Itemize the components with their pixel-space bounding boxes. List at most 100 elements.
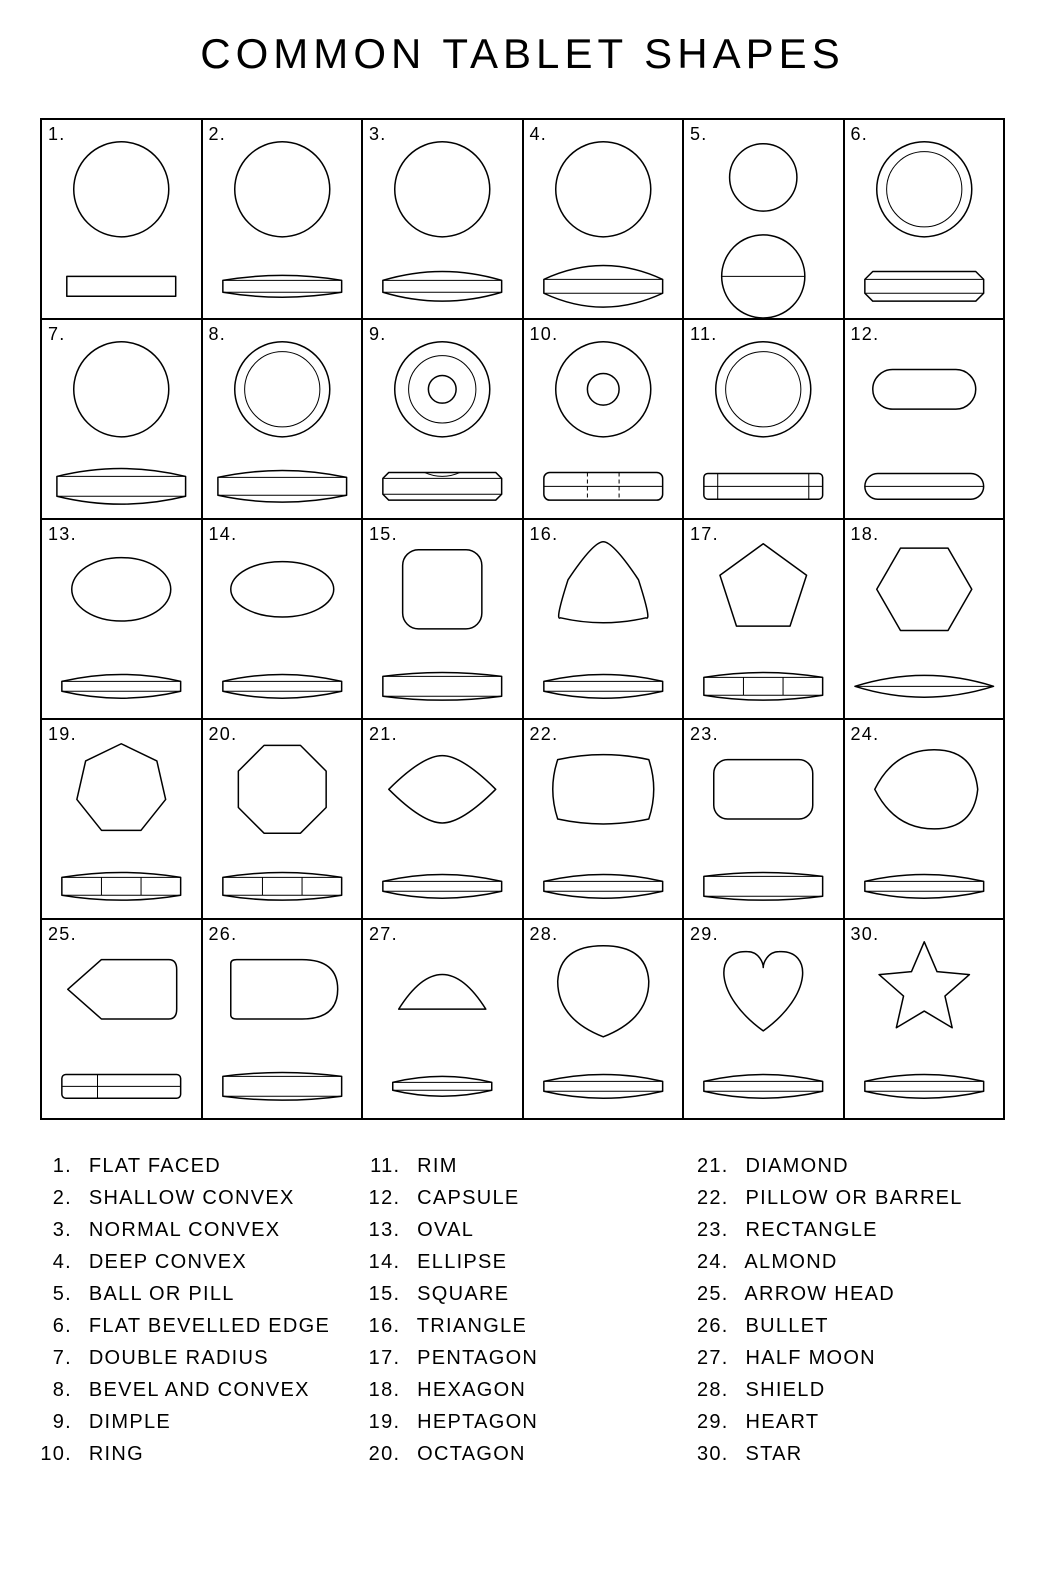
legend-item: 8. BEVEL AND CONVEX (40, 1374, 348, 1406)
legend-item: 7. DOUBLE RADIUS (40, 1342, 348, 1374)
shape-cell: 19. (41, 719, 202, 919)
shape-icon (363, 120, 522, 318)
cell-number: 27. (369, 924, 398, 945)
cell-number: 21. (369, 724, 398, 745)
cell-number: 12. (851, 324, 880, 345)
shape-icon (524, 520, 683, 718)
shape-icon (363, 520, 522, 718)
legend-item: 22. PILLOW OR BARREL (697, 1182, 1005, 1214)
legend-item: 23. RECTANGLE (697, 1214, 1005, 1246)
cell-number: 29. (690, 924, 719, 945)
shape-cell: 26. (202, 919, 363, 1119)
shape-cell: 9. (362, 319, 523, 519)
cell-number: 26. (209, 924, 238, 945)
shape-icon (684, 720, 843, 918)
legend-item: 17. PENTAGON (368, 1342, 676, 1374)
shape-cell: 2. (202, 119, 363, 319)
shape-cell: 18. (844, 519, 1005, 719)
legend-item: 9. DIMPLE (40, 1406, 348, 1438)
cell-number: 30. (851, 924, 880, 945)
legend-column: 11. RIM12. CAPSULE13. OVAL14. ELLIPSE15.… (368, 1150, 676, 1470)
cell-number: 22. (530, 724, 559, 745)
shape-icon (845, 720, 1004, 918)
shape-cell: 21. (362, 719, 523, 919)
shape-cell: 25. (41, 919, 202, 1119)
legend-item: 19. HEPTAGON (368, 1406, 676, 1438)
cell-number: 6. (851, 124, 869, 145)
cell-number: 25. (48, 924, 77, 945)
cell-number: 16. (530, 524, 559, 545)
shape-cell: 3. (362, 119, 523, 319)
cell-number: 23. (690, 724, 719, 745)
cell-number: 4. (530, 124, 548, 145)
legend-item: 11. RIM (368, 1150, 676, 1182)
shape-cell: 17. (683, 519, 844, 719)
cell-number: 8. (209, 324, 227, 345)
cell-number: 24. (851, 724, 880, 745)
shape-cell: 22. (523, 719, 684, 919)
cell-number: 18. (851, 524, 880, 545)
shape-icon (42, 720, 201, 918)
shape-cell: 5. (683, 119, 844, 319)
shape-icon (845, 520, 1004, 718)
shape-cell: 13. (41, 519, 202, 719)
shape-icon (845, 920, 1004, 1118)
shape-icon (684, 120, 843, 318)
legend-item: 27. HALF MOON (697, 1342, 1005, 1374)
cell-number: 19. (48, 724, 77, 745)
shape-cell: 23. (683, 719, 844, 919)
legend-item: 26. BULLET (697, 1310, 1005, 1342)
page: COMMON TABLET SHAPES 1.2. 3. 4. 5. 6. 7.… (0, 0, 1045, 1530)
shape-cell: 29. (683, 919, 844, 1119)
shape-icon (524, 120, 683, 318)
shape-icon (203, 120, 362, 318)
shape-icon (363, 320, 522, 518)
legend-item: 3. NORMAL CONVEX (40, 1214, 348, 1246)
shape-icon (42, 920, 201, 1118)
shape-icon (42, 320, 201, 518)
shape-cell: 24. (844, 719, 1005, 919)
shape-icon (845, 320, 1004, 518)
page-title: COMMON TABLET SHAPES (40, 30, 1005, 78)
shape-icon (524, 320, 683, 518)
legend-item: 12. CAPSULE (368, 1182, 676, 1214)
shape-icon (203, 720, 362, 918)
shape-cell: 20. (202, 719, 363, 919)
legend-item: 1. FLAT FACED (40, 1150, 348, 1182)
cell-number: 5. (690, 124, 708, 145)
cell-number: 13. (48, 524, 77, 545)
cell-number: 3. (369, 124, 387, 145)
cell-number: 14. (209, 524, 238, 545)
legend-item: 28. SHIELD (697, 1374, 1005, 1406)
legend-item: 24. ALMOND (697, 1246, 1005, 1278)
legend-item: 14. ELLIPSE (368, 1246, 676, 1278)
legend-item: 16. TRIANGLE (368, 1310, 676, 1342)
legend-item: 30. STAR (697, 1438, 1005, 1470)
shape-icon (42, 520, 201, 718)
legend-item: 5. BALL OR PILL (40, 1278, 348, 1310)
shape-cell: 10. (523, 319, 684, 519)
shape-icon (203, 520, 362, 718)
shape-icon (684, 520, 843, 718)
shape-cell: 1. (41, 119, 202, 319)
cell-number: 17. (690, 524, 719, 545)
shape-icon (363, 920, 522, 1118)
cell-number: 10. (530, 324, 559, 345)
shape-cell: 14. (202, 519, 363, 719)
shape-icon (363, 720, 522, 918)
shape-icon (203, 920, 362, 1118)
legend-item: 15. SQUARE (368, 1278, 676, 1310)
shape-cell: 8. (202, 319, 363, 519)
legend-item: 21. DIAMOND (697, 1150, 1005, 1182)
cell-number: 20. (209, 724, 238, 745)
shape-cell: 16. (523, 519, 684, 719)
legend-item: 4. DEEP CONVEX (40, 1246, 348, 1278)
shape-icon (524, 920, 683, 1118)
shape-icon (845, 120, 1004, 318)
shape-icon (524, 720, 683, 918)
cell-number: 15. (369, 524, 398, 545)
shape-grid: 1.2. 3. 4. 5. 6. 7. 8. (40, 118, 1005, 1120)
legend-item: 18. HEXAGON (368, 1374, 676, 1406)
shape-cell: 28. (523, 919, 684, 1119)
cell-number: 9. (369, 324, 387, 345)
